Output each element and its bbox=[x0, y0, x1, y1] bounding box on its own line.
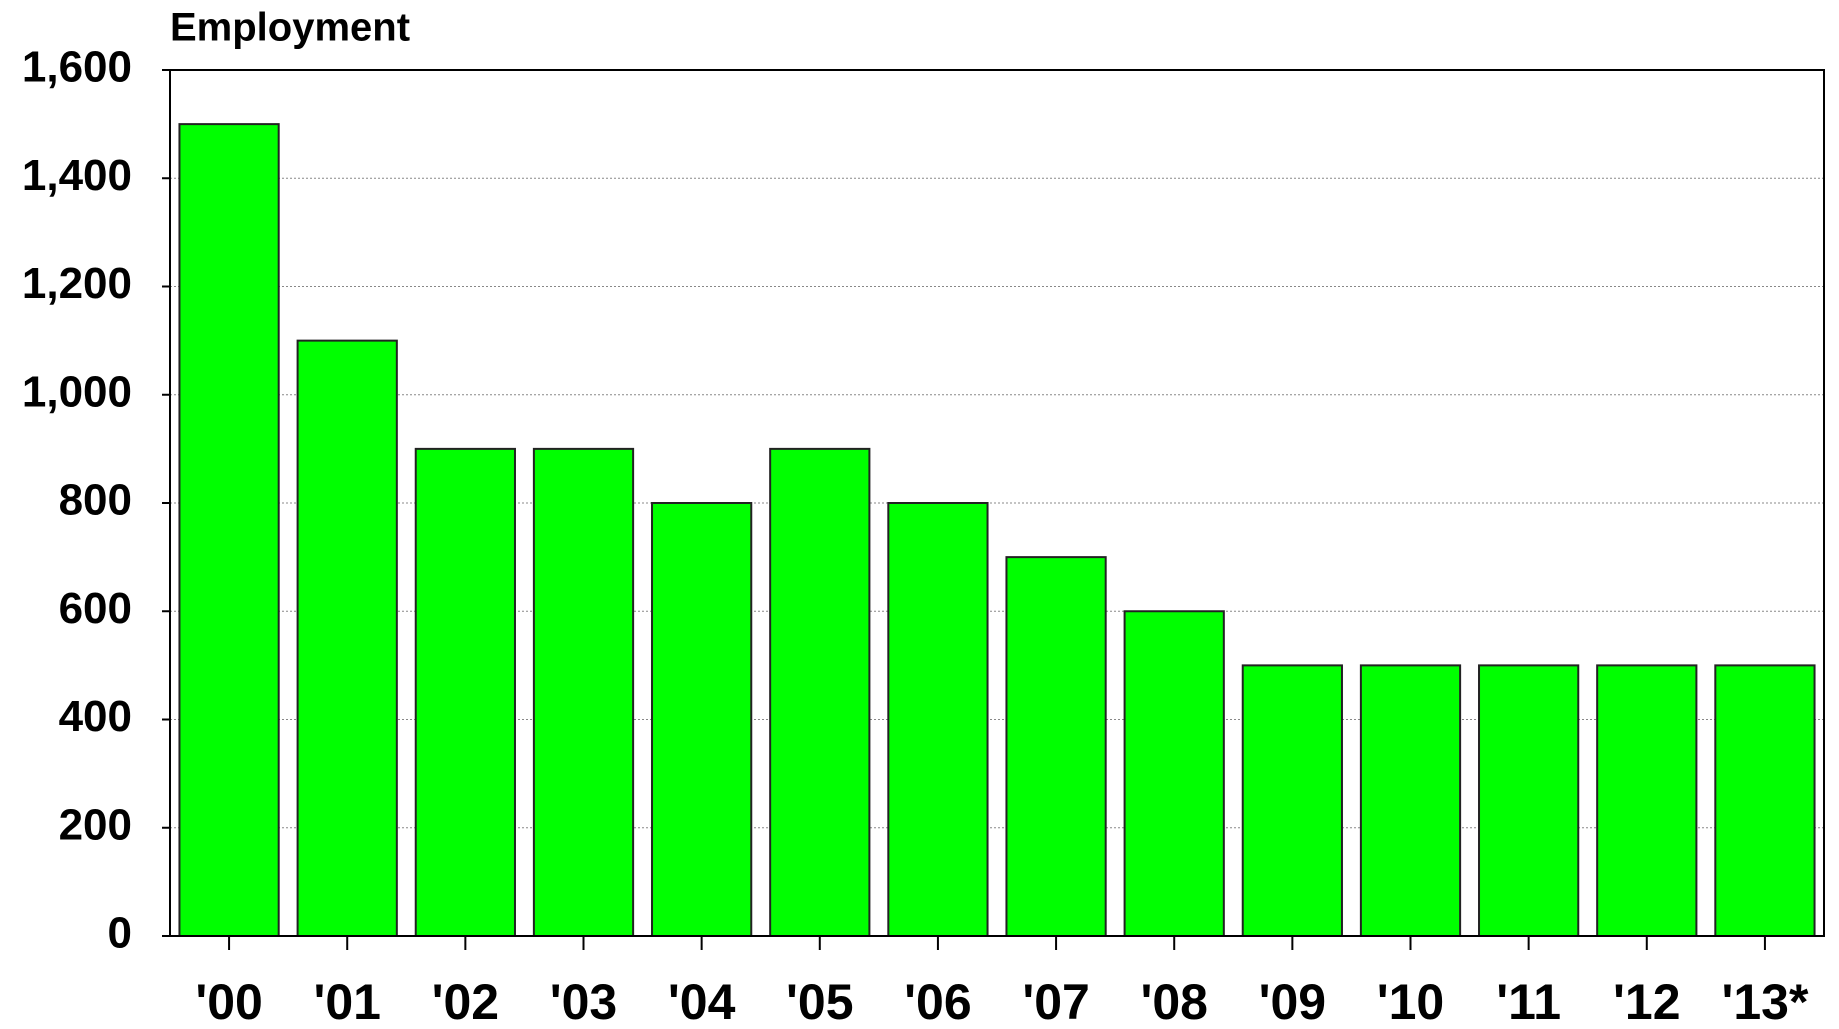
bar bbox=[1241, 664, 1343, 937]
bar bbox=[178, 123, 280, 937]
y-tick-label: 600 bbox=[59, 584, 132, 633]
bar bbox=[1359, 664, 1462, 937]
y-tick-label: 800 bbox=[59, 476, 132, 525]
plot-border bbox=[169, 69, 1825, 937]
x-tick-label: '05 bbox=[786, 974, 854, 1029]
bar bbox=[296, 339, 398, 937]
x-tick-label: '09 bbox=[1259, 974, 1327, 1029]
x-tick-label: '02 bbox=[432, 974, 500, 1029]
bar bbox=[1005, 556, 1107, 937]
bar bbox=[1478, 664, 1580, 937]
bar bbox=[532, 447, 635, 937]
bar bbox=[414, 447, 516, 937]
x-tick-label: '01 bbox=[313, 974, 381, 1029]
x-tick-label: '04 bbox=[668, 974, 736, 1029]
bar bbox=[1714, 664, 1816, 937]
bar bbox=[651, 502, 753, 937]
y-tick-label: 1,000 bbox=[22, 367, 132, 416]
x-tick-label: '13* bbox=[1721, 974, 1809, 1029]
y-tick-label: 1,200 bbox=[22, 259, 132, 308]
y-tick-label: 400 bbox=[59, 692, 132, 741]
bar bbox=[1123, 610, 1225, 937]
x-tick-label: '12 bbox=[1613, 974, 1681, 1029]
x-tick-label: '07 bbox=[1022, 974, 1090, 1029]
y-tick-label: 1,600 bbox=[22, 43, 132, 92]
x-tick-label: '10 bbox=[1377, 974, 1445, 1029]
x-tick-label: '08 bbox=[1140, 974, 1208, 1029]
y-tick-label: 200 bbox=[59, 800, 132, 849]
bar bbox=[1596, 664, 1698, 937]
x-tick-label: '03 bbox=[550, 974, 618, 1029]
chart-title: Employment bbox=[170, 6, 410, 50]
x-tick-label: '06 bbox=[904, 974, 972, 1029]
y-tick-label: 1,400 bbox=[22, 151, 132, 200]
bar bbox=[887, 502, 989, 937]
x-tick-label: '11 bbox=[1496, 974, 1561, 1029]
y-tick-label: 0 bbox=[108, 909, 132, 958]
x-tick-label: '00 bbox=[195, 974, 263, 1029]
bar bbox=[769, 447, 871, 937]
